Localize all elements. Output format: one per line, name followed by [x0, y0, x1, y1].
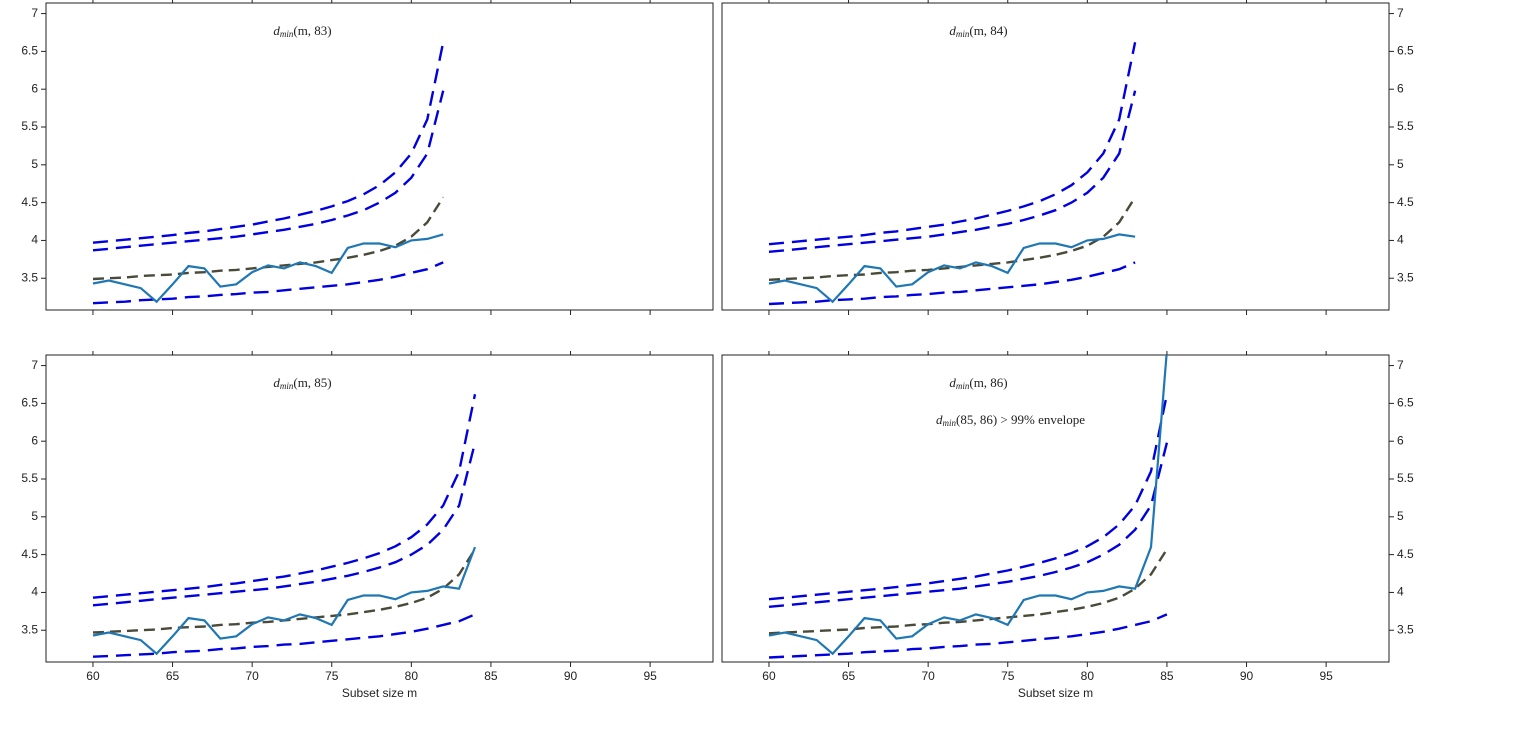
y-tick-label: 4: [1397, 233, 1404, 247]
x-tick-label: 75: [1001, 669, 1015, 683]
x-axis-label: Subset size m: [342, 686, 417, 700]
x-tick-label: 80: [405, 669, 419, 683]
data-line: [92, 233, 444, 304]
annotation: dmin(85, 86) > 99% envelope: [936, 412, 1085, 428]
x-tick-label: 65: [842, 669, 856, 683]
envelope-line: [92, 196, 445, 281]
y-tick-label: 4.5: [21, 195, 38, 209]
y-tick-label: 4: [1397, 585, 1404, 599]
plot-frame: [45, 2, 714, 311]
y-tick-label: 4: [31, 233, 38, 247]
x-tick-label: 60: [762, 669, 776, 683]
data-line: [768, 233, 1136, 304]
envelope-line: [768, 261, 1136, 306]
y-tick-label: 5: [1397, 157, 1404, 171]
envelope-line: [92, 394, 477, 599]
x-tick-label: 95: [643, 669, 657, 683]
x-tick-label: 85: [1160, 669, 1174, 683]
y-tick-label: 4.5: [1397, 547, 1414, 561]
data-line: [768, 355, 1168, 656]
envelope-line: [92, 613, 476, 658]
plot-frame: [721, 354, 1390, 663]
envelope-line: [92, 442, 477, 607]
envelope-line: [768, 613, 1168, 659]
y-tick-label: 3.5: [1397, 622, 1414, 636]
panel: 3.5 4 4.5 5 5.5 6 6.5 7 60 65 70 75 80 85 90 95 Subset s…: [721, 351, 1414, 700]
y-tick-label: 5: [31, 509, 38, 523]
plot-frame: [45, 354, 714, 663]
y-tick-label: 6: [31, 81, 38, 95]
x-tick-label: 90: [564, 669, 578, 683]
y-tick-label: 5.5: [1397, 119, 1414, 133]
panel: 3.5 4 4.5 5 5.5 6 6.5 7 dmin(m, 83): [21, 0, 714, 315]
y-tick-label: 5.5: [21, 119, 38, 133]
x-tick-label: 80: [1081, 669, 1095, 683]
plot-frame: [721, 2, 1390, 311]
y-tick-label: 5.5: [21, 471, 38, 485]
y-tick-label: 7: [1397, 6, 1404, 20]
envelope-line: [768, 548, 1168, 635]
envelope-line: [768, 442, 1169, 608]
panel-title: dmin(m, 83): [273, 23, 331, 39]
x-tick-label: 70: [245, 669, 259, 683]
data-line: [92, 546, 477, 656]
x-axis-label: Subset size m: [1018, 686, 1093, 700]
y-tick-label: 4: [31, 585, 38, 599]
x-tick-label: 70: [921, 669, 935, 683]
y-tick-label: 6.5: [21, 44, 38, 58]
y-tick-label: 4.5: [21, 547, 38, 561]
envelope-line: [92, 261, 444, 305]
x-tick-label: 95: [1319, 669, 1333, 683]
y-tick-label: 6.5: [1397, 396, 1414, 410]
panel-title: dmin(m, 84): [949, 23, 1007, 39]
y-tick-label: 7: [31, 358, 38, 372]
y-tick-label: 6.5: [21, 396, 38, 410]
panel-title: dmin(m, 85): [273, 375, 331, 391]
y-tick-label: 6: [1397, 433, 1404, 447]
y-tick-label: 3.5: [21, 622, 38, 636]
x-tick-label: 85: [484, 669, 498, 683]
y-tick-label: 5.5: [1397, 471, 1414, 485]
panel-title: dmin(m, 86): [949, 375, 1007, 391]
envelope-line: [92, 42, 445, 244]
envelope-line: [92, 90, 445, 252]
y-tick-label: 6.5: [1397, 44, 1414, 58]
envelope-line: [768, 42, 1137, 246]
x-tick-label: 60: [86, 669, 100, 683]
y-tick-label: 6: [1397, 81, 1404, 95]
x-tick-label: 75: [325, 669, 339, 683]
y-tick-label: 5: [31, 157, 38, 171]
panel: 3.5 4 4.5 5 5.5 6 6.5 7 60 65 70 75 80 85 90 95 Subset s…: [21, 351, 714, 700]
y-tick-label: 3.5: [21, 270, 38, 284]
y-tick-label: 7: [1397, 358, 1404, 372]
x-tick-label: 65: [166, 669, 180, 683]
y-tick-label: 4.5: [1397, 195, 1414, 209]
y-tick-label: 3.5: [1397, 270, 1414, 284]
envelope-line: [768, 90, 1137, 253]
y-tick-label: 7: [31, 6, 38, 20]
y-tick-label: 5: [1397, 509, 1404, 523]
envelope-line: [768, 196, 1137, 281]
panel: 3.5 4 4.5 5 5.5 6 6.5 7 dmin(m, 84): [721, 0, 1414, 315]
x-tick-label: 90: [1240, 669, 1254, 683]
y-tick-label: 6: [31, 433, 38, 447]
